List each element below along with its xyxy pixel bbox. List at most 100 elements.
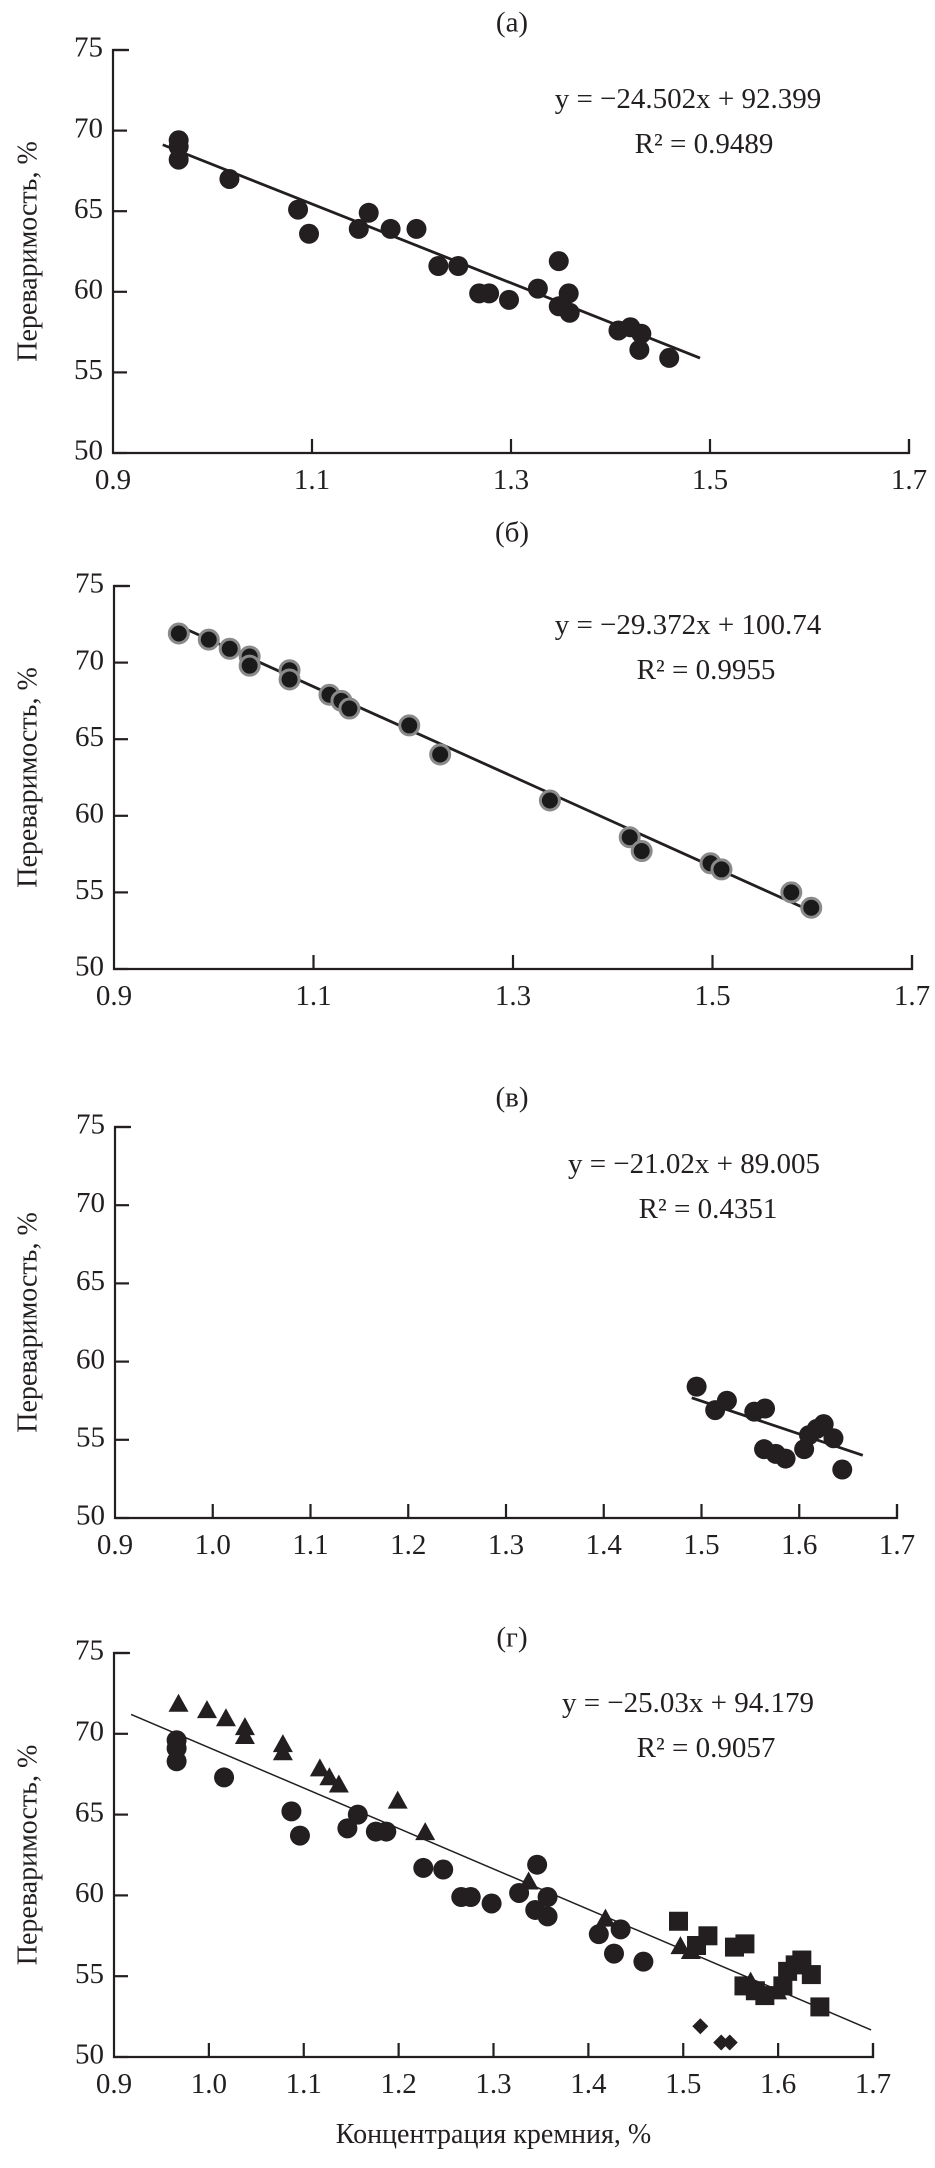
data-point-circle [348, 218, 369, 239]
data-point-circle [527, 278, 548, 299]
data-point-circle [633, 1951, 654, 1972]
data-point-square [669, 1911, 689, 1931]
data-point-triangle [319, 1767, 340, 1786]
x-tick-label: 0.9 [95, 464, 131, 496]
r-squared: R² = 0.9489 [635, 128, 774, 160]
data-point-circle [376, 1821, 397, 1842]
data-point-diamond [713, 2034, 730, 2051]
y-tick-label: 50 [75, 2039, 104, 2071]
x-tick-label: 1.1 [286, 2068, 322, 2100]
x-tick-label: 1.0 [195, 1529, 231, 1561]
data-point-circle-halo [630, 840, 653, 863]
data-point-circle [289, 1825, 310, 1846]
data-point-circle-halo [218, 637, 241, 660]
panel-2: (б) 50 55 60 65 70 75 0.9 1.1 1.3 1.5 1.7 Переваримо… [12, 517, 930, 1012]
x-tick-label: 1.7 [879, 1529, 915, 1561]
y-tick-label: 60 [76, 1343, 105, 1375]
data-point-square [810, 1997, 830, 2017]
y-tick-label: 55 [76, 1421, 105, 1453]
x-tick-label: 1.5 [683, 1529, 719, 1561]
y-tick-label: 60 [75, 1877, 104, 1909]
x-tick-label: 1.3 [495, 980, 531, 1012]
data-point-circle [755, 1398, 776, 1419]
data-point-triangle [215, 1708, 236, 1727]
y-tick-label: 65 [75, 1796, 104, 1828]
y-tick-label: 75 [74, 32, 103, 64]
x-tick-label: 1.4 [570, 2068, 607, 2100]
y-tick-label: 55 [74, 354, 103, 386]
y-tick-label: 75 [76, 1109, 105, 1141]
data-point-circle-halo [618, 826, 641, 849]
data-point-circle [548, 251, 569, 272]
data-point-circle [537, 1906, 558, 1927]
data-point-circle [347, 1804, 368, 1825]
y-axis-title: Переваримость, % [12, 667, 43, 888]
data-point-circle [559, 302, 580, 323]
x-tick-label: 1.1 [294, 464, 330, 496]
x-tick-label: 0.9 [96, 2068, 132, 2100]
r-squared: R² = 0.9955 [637, 654, 776, 686]
data-point-circle [716, 1390, 737, 1411]
data-point-circle-halo [800, 896, 823, 919]
x-tick-label: 1.7 [894, 980, 930, 1012]
data-point-circle [166, 1751, 187, 1772]
series-circle-halo [167, 622, 823, 919]
data-point-circle [823, 1428, 844, 1449]
data-point-circle-halo [167, 622, 190, 645]
data-point-triangle [518, 1871, 539, 1890]
series-circle [686, 1376, 853, 1480]
x-tick-label: 1.1 [292, 1529, 328, 1561]
y-axis-title: Переваримость, % [12, 1212, 43, 1433]
x-tick-label: 0.9 [96, 980, 132, 1012]
y-tick-label: 75 [75, 1635, 104, 1667]
data-point-diamond [721, 2034, 738, 2051]
data-point-circle-halo [398, 714, 421, 737]
x-tick-label: 0.9 [97, 1529, 133, 1561]
data-point-triangle [196, 1700, 217, 1719]
series-circle [168, 130, 680, 368]
data-point-circle-halo [338, 697, 361, 720]
data-point-square [735, 1934, 755, 1954]
data-point-circle-halo [278, 668, 301, 691]
series-circle [166, 1730, 654, 1972]
data-point-circle-halo [429, 743, 452, 766]
data-point-circle [406, 218, 427, 239]
x-tick-label: 1.6 [760, 2068, 796, 2100]
data-point-diamond [692, 2018, 709, 2035]
data-point-circle-halo [538, 789, 561, 812]
data-point-circle [527, 1854, 548, 1875]
x-tick-label: 1.3 [493, 464, 529, 496]
y-tick-label: 50 [76, 1500, 105, 1532]
y-axis-title: Переваримость, % [12, 141, 43, 362]
x-tick-label: 1.7 [855, 2068, 891, 2100]
x-tick-label: 1.3 [475, 2068, 511, 2100]
data-point-circle [281, 1801, 302, 1822]
r-squared: R² = 0.9057 [637, 1732, 776, 1764]
x-tick-label: 1.5 [692, 464, 728, 496]
data-point-triangle [234, 1726, 255, 1745]
data-point-circle [460, 1887, 481, 1908]
data-point-circle [214, 1767, 235, 1788]
data-point-circle [558, 283, 579, 304]
data-point-circle [337, 1818, 358, 1839]
y-tick-label: 70 [75, 644, 104, 676]
y-tick-label: 55 [75, 874, 104, 906]
data-point-circle [448, 256, 469, 277]
data-point-circle [813, 1414, 834, 1435]
panel-4: (г) 50 55 60 65 70 75 0.9 1.0 1.1 1.2 1.3 1.4 1.5 1.6 1… [12, 1622, 891, 2150]
data-point-triangle [670, 1936, 691, 1955]
x-tick-label: 1.5 [665, 2068, 701, 2100]
data-point-triangle [309, 1758, 330, 1777]
data-point-square [801, 1965, 821, 1985]
data-point-square [773, 1976, 793, 1996]
data-point-circle-halo [197, 628, 220, 651]
x-tick-label: 1.7 [891, 464, 927, 496]
data-point-triangle [595, 1908, 616, 1927]
x-tick-label: 1.4 [586, 1529, 623, 1561]
data-point-circle [428, 256, 449, 277]
data-point-circle [629, 339, 650, 360]
data-point-circle [659, 347, 680, 368]
y-tick-label: 65 [76, 1265, 105, 1297]
data-point-circle-halo [238, 654, 261, 677]
